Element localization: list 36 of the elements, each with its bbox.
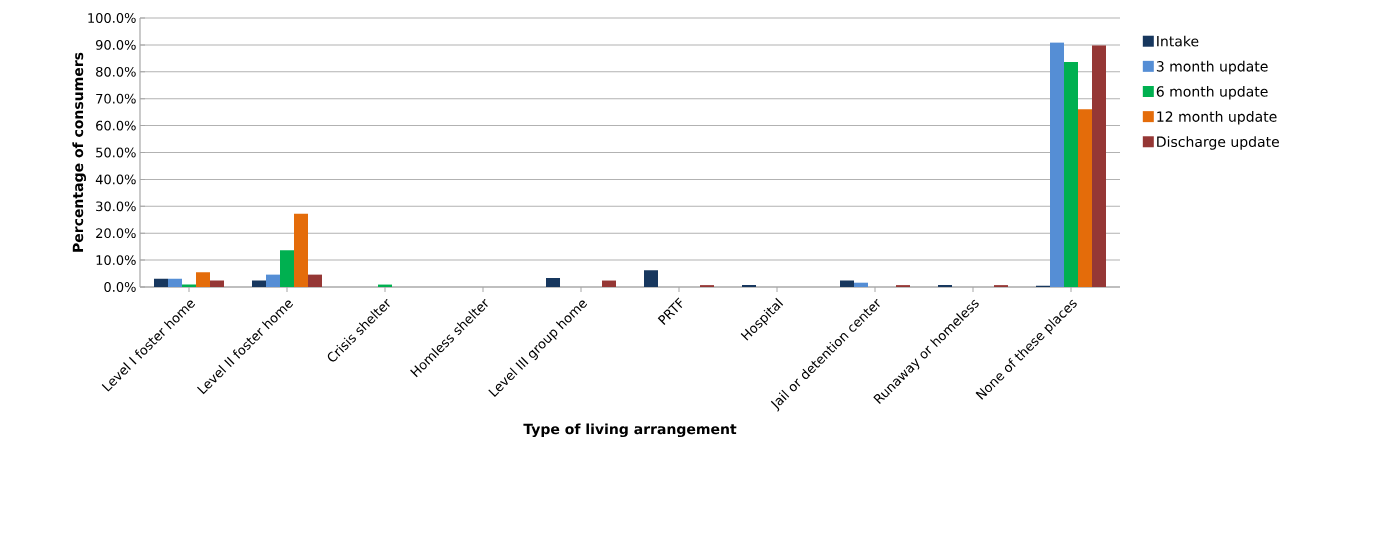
bar — [210, 280, 224, 287]
bar — [280, 250, 294, 287]
y-tick-label: 80.0% — [96, 66, 136, 77]
bar — [840, 280, 854, 287]
y-tick-label: 100.0% — [88, 13, 136, 23]
y-axis-title: Percentage of consumers — [72, 52, 87, 252]
y-tick-label: 70.0% — [96, 93, 136, 104]
legend-label: 3 month update — [1156, 60, 1268, 75]
y-tick-label: 50.0% — [96, 147, 136, 158]
bar — [546, 278, 560, 287]
bar — [1064, 62, 1078, 287]
x-axis-title: Type of living arrangement — [523, 423, 737, 438]
bar — [1092, 45, 1107, 287]
bar — [196, 272, 210, 287]
legend-label: Discharge update — [1157, 136, 1279, 150]
bar — [294, 213, 308, 287]
legend-label: Intake — [1157, 35, 1199, 47]
y-tick-label: 40.0% — [95, 174, 136, 185]
y-tick-label: 30.0% — [96, 201, 136, 212]
bar — [854, 282, 869, 287]
bar — [644, 270, 658, 287]
y-tick-label: 10.0% — [96, 255, 136, 266]
bar — [266, 274, 280, 287]
bar — [1050, 42, 1065, 287]
legend-label: 6 month update — [1156, 85, 1268, 100]
bar — [602, 280, 616, 287]
bar — [168, 278, 182, 287]
y-tick-label: 20.0% — [96, 228, 136, 239]
bar — [1078, 109, 1093, 287]
bar — [154, 278, 168, 287]
bar — [308, 274, 322, 287]
y-tick-label: 90.0% — [95, 39, 136, 50]
legend-label: 12 month update — [1157, 111, 1277, 125]
y-tick-label: 0.0% — [104, 282, 136, 292]
y-tick-label: 60.0% — [96, 120, 136, 131]
bar — [252, 280, 266, 287]
